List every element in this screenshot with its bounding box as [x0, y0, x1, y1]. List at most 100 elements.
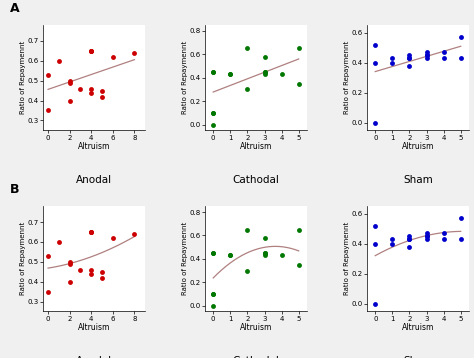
Point — [457, 236, 465, 242]
Point — [261, 69, 268, 75]
Point — [406, 244, 413, 250]
Point — [210, 250, 217, 256]
Point — [372, 301, 379, 307]
Point — [457, 215, 465, 221]
Point — [278, 252, 285, 258]
Point — [406, 55, 413, 61]
Point — [261, 71, 268, 77]
Y-axis label: Ratio of Repaymennt: Ratio of Repaymennt — [344, 222, 350, 295]
Text: Anodal: Anodal — [76, 356, 112, 358]
Point — [66, 261, 73, 267]
Point — [389, 55, 396, 61]
Point — [227, 71, 234, 77]
Point — [457, 34, 465, 40]
Y-axis label: Ratio of Repaymennt: Ratio of Repaymennt — [344, 41, 350, 114]
Point — [457, 55, 465, 61]
Point — [210, 291, 217, 297]
Point — [66, 259, 73, 265]
Point — [261, 235, 268, 241]
Point — [389, 241, 396, 247]
Point — [210, 69, 217, 75]
Point — [227, 252, 234, 258]
Point — [406, 236, 413, 242]
Point — [98, 88, 106, 93]
Point — [131, 50, 138, 56]
Point — [55, 58, 63, 64]
Text: Sham: Sham — [403, 175, 433, 185]
Point — [44, 289, 52, 295]
Point — [87, 48, 95, 54]
Point — [261, 250, 268, 256]
Point — [227, 252, 234, 258]
Point — [44, 253, 52, 259]
Point — [109, 54, 117, 60]
Point — [98, 94, 106, 100]
Point — [423, 233, 430, 239]
Y-axis label: Ratio of Repaymennt: Ratio of Repaymennt — [20, 222, 26, 295]
Point — [109, 235, 117, 241]
Point — [66, 98, 73, 103]
Point — [131, 231, 138, 237]
Point — [440, 49, 447, 55]
Point — [210, 69, 217, 75]
Point — [66, 279, 73, 285]
Y-axis label: Ratio of Repaymennt: Ratio of Repaymennt — [182, 41, 188, 114]
Text: Cathodal: Cathodal — [233, 175, 279, 185]
Point — [244, 87, 251, 92]
Point — [87, 229, 95, 235]
Point — [423, 49, 430, 55]
Point — [55, 239, 63, 245]
Point — [227, 71, 234, 77]
Point — [372, 60, 379, 66]
Point — [244, 45, 251, 51]
Point — [261, 69, 268, 75]
Point — [372, 42, 379, 48]
Point — [423, 52, 430, 58]
Point — [440, 231, 447, 236]
X-axis label: Altruism: Altruism — [402, 142, 434, 151]
X-axis label: Altruism: Altruism — [240, 323, 272, 332]
Text: B: B — [10, 183, 19, 195]
Point — [295, 227, 302, 232]
X-axis label: Altruism: Altruism — [78, 323, 110, 332]
Point — [295, 262, 302, 267]
Point — [278, 71, 285, 77]
X-axis label: Altruism: Altruism — [402, 323, 434, 332]
Point — [98, 269, 106, 275]
Point — [87, 86, 95, 92]
Point — [210, 110, 217, 116]
Point — [372, 223, 379, 229]
Point — [423, 52, 430, 58]
Point — [210, 122, 217, 127]
Point — [77, 86, 84, 92]
Text: Anodal: Anodal — [76, 175, 112, 185]
Point — [210, 250, 217, 256]
Point — [87, 48, 95, 54]
Point — [87, 90, 95, 96]
Point — [406, 55, 413, 61]
Point — [87, 229, 95, 235]
Point — [423, 233, 430, 239]
Point — [406, 236, 413, 242]
Point — [440, 236, 447, 242]
Text: Sham: Sham — [403, 356, 433, 358]
Point — [87, 229, 95, 235]
Point — [423, 236, 430, 242]
Point — [87, 271, 95, 277]
Point — [87, 267, 95, 272]
Point — [44, 72, 52, 78]
Point — [406, 233, 413, 239]
X-axis label: Altruism: Altruism — [240, 142, 272, 151]
Point — [77, 267, 84, 272]
Point — [423, 231, 430, 236]
Point — [261, 252, 268, 258]
Point — [389, 60, 396, 66]
Text: A: A — [10, 1, 19, 15]
Point — [295, 81, 302, 86]
Point — [44, 108, 52, 113]
Point — [66, 80, 73, 86]
Point — [389, 236, 396, 242]
Point — [440, 55, 447, 61]
Point — [372, 120, 379, 126]
Point — [423, 55, 430, 61]
